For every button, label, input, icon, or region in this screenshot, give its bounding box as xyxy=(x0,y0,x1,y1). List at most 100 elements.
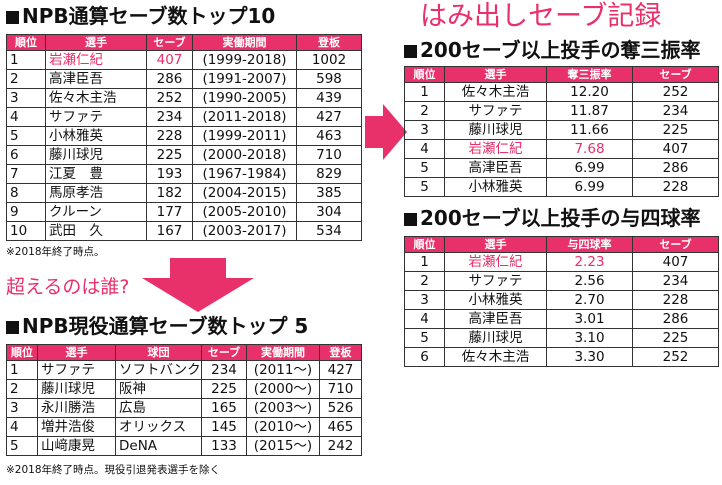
cell-rank: 6 xyxy=(404,347,445,367)
cell-saves: 252 xyxy=(146,88,193,108)
table-row: 2 藤川球児 阪神 225 (2000〜) 710 xyxy=(6,379,362,399)
cell-games: 598 xyxy=(296,69,362,89)
th-games: 登板 xyxy=(319,344,362,361)
cell-name: 藤川球児 xyxy=(444,120,547,140)
cell-games: 829 xyxy=(296,164,362,184)
cell-name: 高津臣吾 xyxy=(444,158,547,178)
cell-rate: 2.70 xyxy=(546,290,633,310)
cell-saves: 145 xyxy=(201,417,247,437)
cell-games: 526 xyxy=(319,398,362,418)
table-row: 3 永川勝浩 広島 165 (2003〜) 526 xyxy=(6,398,362,418)
cell-rank: 8 xyxy=(6,183,46,203)
cell-period: (2011〜) xyxy=(246,360,320,380)
cell-rank: 4 xyxy=(404,139,445,159)
cell-team: DeNA xyxy=(115,436,202,456)
cell-saves: 225 xyxy=(201,379,247,399)
square-bullet-icon xyxy=(404,45,417,58)
cell-name: 高津臣吾 xyxy=(45,69,147,89)
cell-name: 佐々木主浩 xyxy=(444,82,547,102)
cell-games: 304 xyxy=(296,202,362,222)
th-rank: 順位 xyxy=(404,236,445,253)
cell-period: (2000〜) xyxy=(246,379,320,399)
cell-rank: 5 xyxy=(6,126,46,146)
cell-rank: 1 xyxy=(6,50,46,70)
cell-saves: 165 xyxy=(201,398,247,418)
th-player: 選手 xyxy=(37,344,116,361)
cell-period: (2015〜) xyxy=(246,436,320,456)
cell-games: 427 xyxy=(296,107,362,127)
square-bullet-icon xyxy=(404,213,417,226)
table-row: 6 藤川球児 225 (2000-2018) 710 xyxy=(6,145,362,165)
right-arrow-icon xyxy=(365,104,407,160)
table-row: 2 サファテ 2.56 234 xyxy=(404,271,719,291)
cell-name: クルーン xyxy=(45,202,147,222)
strikeout-rate-table: 順位 選手 奪三振率 セーブ 1 佐々木主浩 12.20 252 2 サファテ 11.87 2… xyxy=(404,66,719,197)
th-player: 選手 xyxy=(444,66,547,83)
cell-rate: 3.30 xyxy=(546,347,633,367)
table-row: 5 山﨑康晃 DeNA 133 (2015〜) 242 xyxy=(6,436,362,456)
cell-name: 佐々木主浩 xyxy=(45,88,147,108)
cell-saves: 252 xyxy=(632,347,719,367)
cell-rank: 2 xyxy=(404,101,445,121)
table-row: 1 岩瀬仁紀 407 (1999-2018) 1002 xyxy=(6,50,362,70)
cell-rank: 5 xyxy=(6,436,38,456)
top10-table: 順位 選手 セーブ 実働期間 登板 1 岩瀬仁紀 407 (1999-2018) 100… xyxy=(6,34,362,241)
table-row: 10 武田 久 167 (2003-2017) 534 xyxy=(6,221,362,241)
cell-rank: 1 xyxy=(404,252,445,272)
th-saves: セーブ xyxy=(201,344,247,361)
cell-rank: 5 xyxy=(404,158,445,178)
cell-saves: 286 xyxy=(146,69,193,89)
table-row: 5 高津臣吾 6.99 286 xyxy=(404,158,719,178)
cell-saves: 193 xyxy=(146,164,193,184)
table-row: 4 増井浩俊 オリックス 145 (2010〜) 465 xyxy=(6,417,362,437)
top10-title: NPB通算セーブ数トップ10 xyxy=(6,4,275,28)
cell-period: (1999-2018) xyxy=(192,50,297,70)
cell-period: (1991-2007) xyxy=(192,69,297,89)
th-rank: 順位 xyxy=(6,34,46,51)
th-saves: セーブ xyxy=(146,34,193,51)
cell-name: 馬原孝浩 xyxy=(45,183,147,203)
cell-rank: 3 xyxy=(404,290,445,310)
cell-rank: 2 xyxy=(404,271,445,291)
cell-name: サファテ xyxy=(444,271,547,291)
cell-period: (1990-2005) xyxy=(192,88,297,108)
cell-saves: 228 xyxy=(632,177,719,197)
cell-rate: 3.01 xyxy=(546,309,633,329)
down-arrow-icon xyxy=(142,258,254,312)
table-row: 4 岩瀬仁紀 7.68 407 xyxy=(404,139,719,159)
table-row: 3 小林雅英 2.70 228 xyxy=(404,290,719,310)
cell-period: (2005-2010) xyxy=(192,202,297,222)
cell-rate: 12.20 xyxy=(546,82,633,102)
cell-rate: 2.56 xyxy=(546,271,633,291)
cell-rate: 6.99 xyxy=(546,177,633,197)
cell-rank: 6 xyxy=(6,145,46,165)
table-row: 6 佐々木主浩 3.30 252 xyxy=(404,347,719,367)
cell-games: 463 xyxy=(296,126,362,146)
cell-period: (2003-2017) xyxy=(192,221,297,241)
cell-rate: 3.10 xyxy=(546,328,633,348)
cell-saves: 225 xyxy=(146,145,193,165)
th-games: 登板 xyxy=(296,34,362,51)
table-row: 1 岩瀬仁紀 2.23 407 xyxy=(404,252,719,272)
cell-saves: 252 xyxy=(632,82,719,102)
cell-rank: 3 xyxy=(6,88,46,108)
cell-team: オリックス xyxy=(115,417,202,437)
square-bullet-icon xyxy=(6,321,19,334)
cell-games: 465 xyxy=(319,417,362,437)
cell-rank: 4 xyxy=(6,417,38,437)
cell-saves: 228 xyxy=(632,290,719,310)
cell-saves: 286 xyxy=(632,158,719,178)
active5-note: ※2018年終了時点。現役引退発表選手を除く xyxy=(6,464,221,476)
cell-saves: 234 xyxy=(632,271,719,291)
cell-rank: 5 xyxy=(404,177,445,197)
th-period: 実働期間 xyxy=(246,344,320,361)
th-rank: 順位 xyxy=(6,344,38,361)
cell-rank: 1 xyxy=(6,360,38,380)
cell-rank: 3 xyxy=(404,120,445,140)
th-player: 選手 xyxy=(444,236,547,253)
cell-period: (2011-2018) xyxy=(192,107,297,127)
cell-name: 岩瀬仁紀 xyxy=(444,139,547,159)
cell-name: 小林雅英 xyxy=(444,290,547,310)
table-row: 5 小林雅英 6.99 228 xyxy=(404,177,719,197)
cell-saves: 234 xyxy=(632,101,719,121)
